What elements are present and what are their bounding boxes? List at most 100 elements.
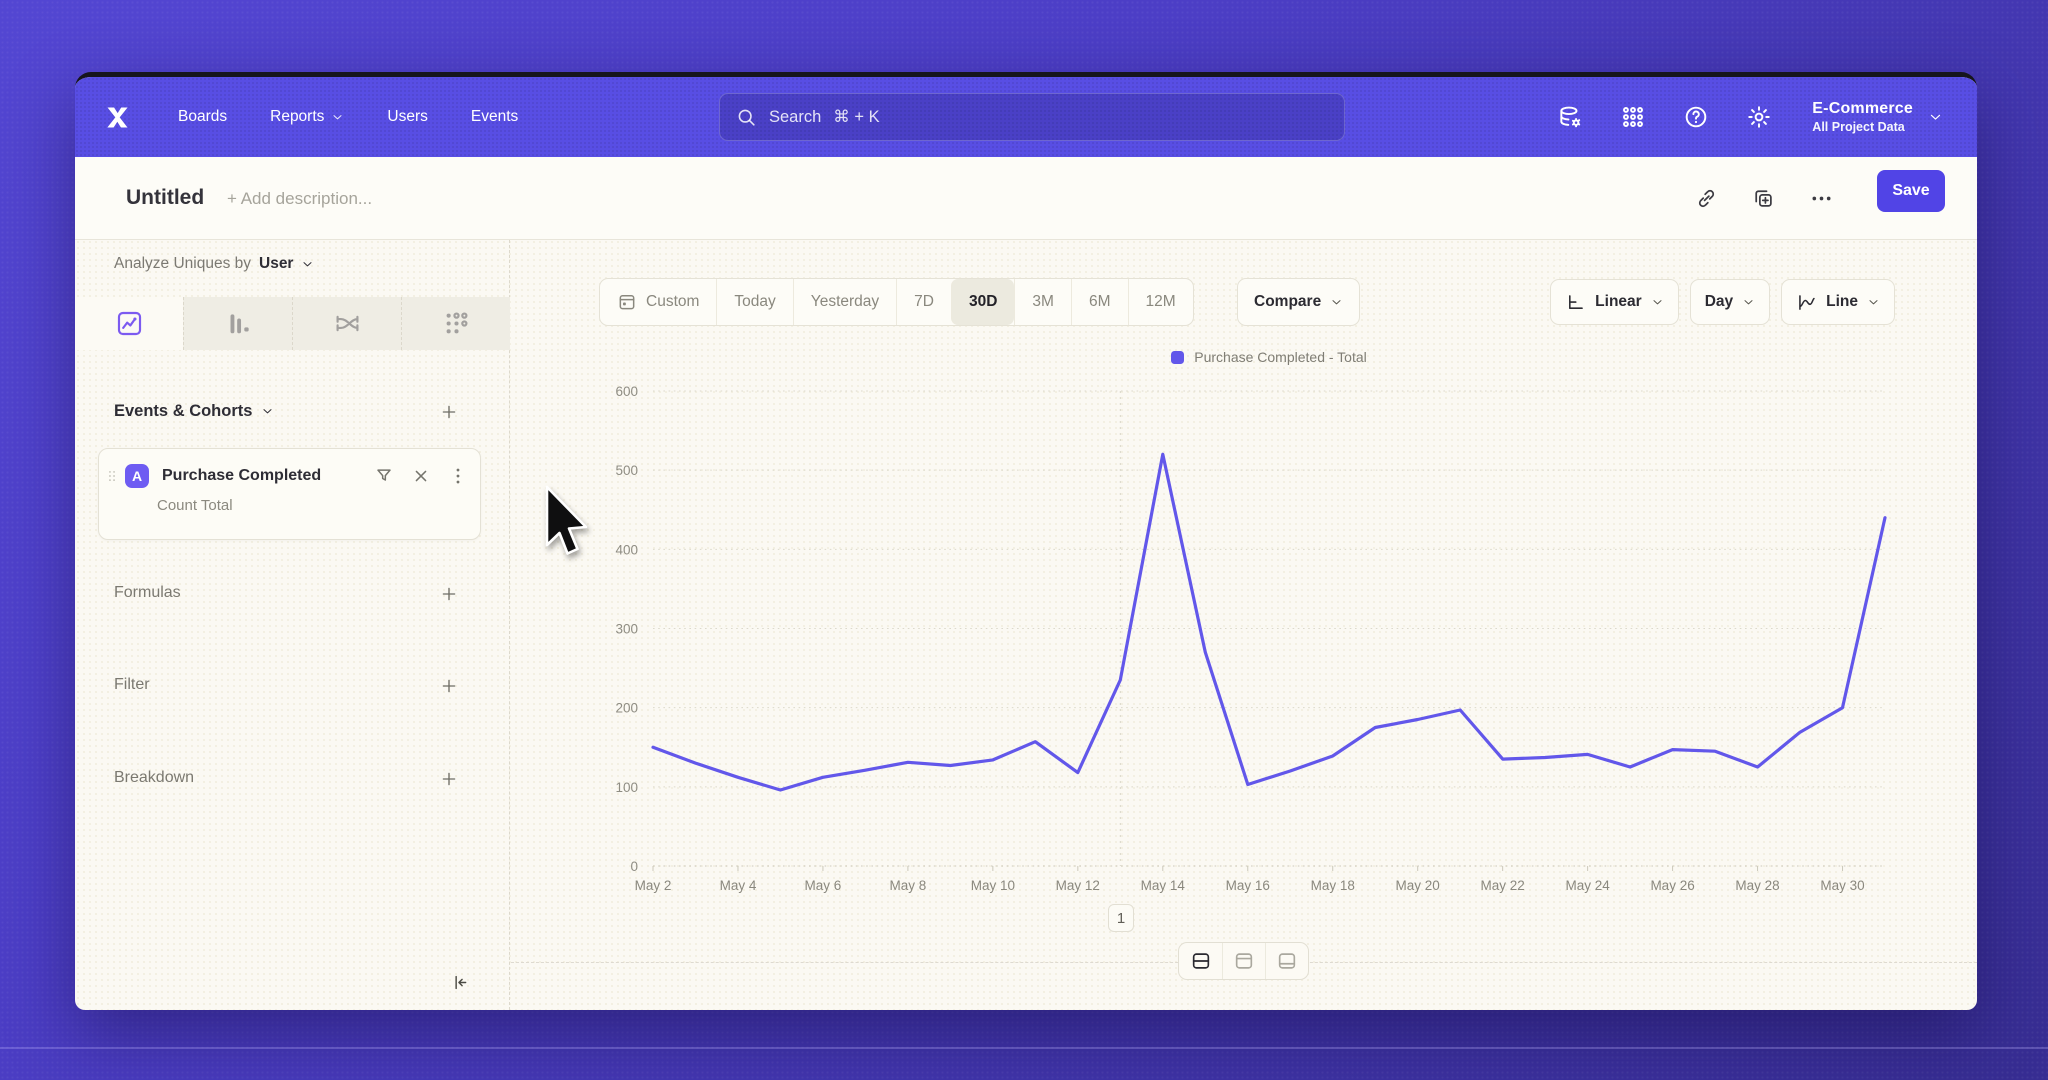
x-tick-label: May 28 [1735, 878, 1779, 893]
range-7d[interactable]: 7D [896, 279, 951, 325]
view-controls: Linear Day Line [1550, 279, 1895, 325]
x-tick-label: May 20 [1396, 878, 1440, 893]
app-window: Boards Reports Users Events Search ⌘ + K… [75, 72, 1977, 1010]
report-header: Untitled + Add description... Save [75, 157, 1977, 240]
range-label: 3M [1032, 293, 1054, 310]
nav-right: E-Commerce All Project Data [1520, 77, 1943, 157]
range-30d[interactable]: 30D [950, 279, 1015, 325]
event-badge: A [125, 464, 149, 488]
settings-gear-icon[interactable] [1746, 104, 1772, 130]
event-card[interactable]: A Purchase Completed Count Total [98, 448, 481, 540]
add-breakdown-button[interactable] [440, 770, 458, 788]
insights-chart-icon [115, 309, 144, 338]
x-tick-label: May 18 [1311, 878, 1355, 893]
apps-grid-icon[interactable] [1620, 104, 1646, 130]
range-label: 30D [968, 293, 998, 310]
y-tick-label: 100 [615, 780, 638, 795]
nav-item-reports[interactable]: Reports [270, 108, 344, 126]
range-6m[interactable]: 6M [1070, 279, 1128, 325]
chevron-down-icon[interactable] [1928, 110, 1943, 125]
x-tick-label: May 16 [1226, 878, 1270, 893]
remove-icon[interactable] [411, 466, 431, 486]
x-tick-label: May 4 [720, 878, 757, 893]
logo-x-icon[interactable] [103, 103, 132, 132]
series-line[interactable] [651, 452, 1887, 792]
range-today[interactable]: Today [716, 279, 792, 325]
x-tick-label: May 22 [1481, 878, 1525, 893]
chevron-down-icon [1651, 296, 1664, 309]
more-icon[interactable] [1810, 187, 1833, 210]
y-tick-label: 400 [615, 542, 638, 557]
pagination-page-1[interactable]: 1 [1108, 904, 1134, 932]
add-formulas-button[interactable] [440, 585, 458, 603]
events-cohorts-toggle[interactable]: Events & Cohorts [114, 402, 274, 421]
toggle-panel-top[interactable] [1222, 943, 1265, 979]
legend-label: Purchase Completed - Total [1194, 349, 1367, 365]
add-filter-button[interactable] [440, 677, 458, 695]
x-tick-label: May 10 [971, 878, 1015, 893]
add-description[interactable]: + Add description... [227, 189, 373, 208]
toggle-panel-bottom[interactable] [1265, 943, 1308, 979]
range-12m[interactable]: 12M [1127, 279, 1193, 325]
duplicate-icon[interactable] [1752, 187, 1775, 210]
chart-legend: Purchase Completed - Total [653, 349, 1885, 365]
project-subtitle: All Project Data [1812, 120, 1905, 134]
y-tick-label: 0 [630, 859, 638, 874]
flow-chart-icon [333, 309, 362, 338]
tab-retention-grid[interactable] [401, 297, 510, 350]
range-label: 12M [1145, 293, 1176, 310]
nav-item-users[interactable]: Users [387, 108, 427, 126]
panel-bottom-icon [1276, 950, 1298, 972]
control-day[interactable]: Day [1689, 279, 1771, 325]
nav-item-label: Users [387, 108, 428, 125]
window-reflection [0, 1047, 2048, 1049]
control-label: Day [1704, 293, 1734, 310]
tab-bar-chart[interactable] [183, 297, 292, 350]
search-input[interactable]: Search ⌘ + K [719, 93, 1345, 141]
report-title[interactable]: Untitled [126, 186, 205, 209]
control-linear[interactable]: Linear [1550, 279, 1679, 325]
date-range-group: Custom Today Yesterday 7D 30D 3M 6M 12M [599, 278, 1194, 326]
toggle-split-rows[interactable] [1179, 943, 1222, 979]
compare-button[interactable]: Compare [1237, 278, 1361, 326]
event-measure[interactable]: Count Total [157, 497, 233, 514]
event-title[interactable]: Purchase Completed [162, 467, 322, 484]
chevron-down-icon [301, 258, 314, 271]
x-tick-label: May 26 [1650, 878, 1694, 893]
compare-label: Compare [1254, 293, 1322, 310]
analyze-uniques-selector[interactable]: Analyze Uniques by User [114, 250, 314, 278]
panel-top-icon [1233, 950, 1255, 972]
control-label: Linear [1595, 293, 1642, 310]
save-button[interactable]: Save [1877, 170, 1945, 212]
chevron-down-icon [261, 405, 274, 418]
data-settings-icon[interactable] [1557, 104, 1583, 130]
line-chart[interactable]: 0 100 200 300 400 500 600 May 2 May 4 May 6 May 8 M… [600, 370, 1940, 910]
nav-item-events[interactable]: Events [471, 108, 518, 126]
x-tick-label: May 2 [635, 878, 672, 893]
search-placeholder: Search [769, 107, 822, 126]
control-line[interactable]: Line [1781, 279, 1895, 325]
calendar-icon [617, 292, 637, 312]
top-nav: Boards Reports Users Events Search ⌘ + K… [75, 77, 1977, 157]
range-label: Yesterday [810, 293, 880, 310]
range-yesterday[interactable]: Yesterday [792, 279, 896, 325]
range-custom[interactable]: Custom [600, 279, 716, 325]
section-formulas: Formulas [75, 576, 510, 612]
range-label: Today [734, 293, 776, 310]
section-filter: Filter [75, 668, 510, 704]
nav-item-boards[interactable]: Boards [178, 108, 227, 126]
project-selector[interactable]: E-Commerce All Project Data [1812, 100, 1913, 134]
section-label: Breakdown [114, 769, 195, 786]
analyze-value: User [259, 255, 294, 272]
range-3m[interactable]: 3M [1014, 279, 1071, 325]
kebab-icon[interactable] [448, 466, 468, 486]
add-event-button[interactable] [440, 403, 458, 421]
tab-flow-chart[interactable] [292, 297, 401, 350]
filter-funnel-icon[interactable] [374, 466, 394, 486]
collapse-sidebar-icon[interactable] [451, 973, 470, 992]
link-icon[interactable] [1695, 187, 1718, 210]
chevron-down-icon [1742, 296, 1755, 309]
drag-handle-icon[interactable] [105, 466, 119, 486]
tab-insights-chart[interactable] [75, 297, 183, 350]
help-icon[interactable] [1683, 104, 1709, 130]
